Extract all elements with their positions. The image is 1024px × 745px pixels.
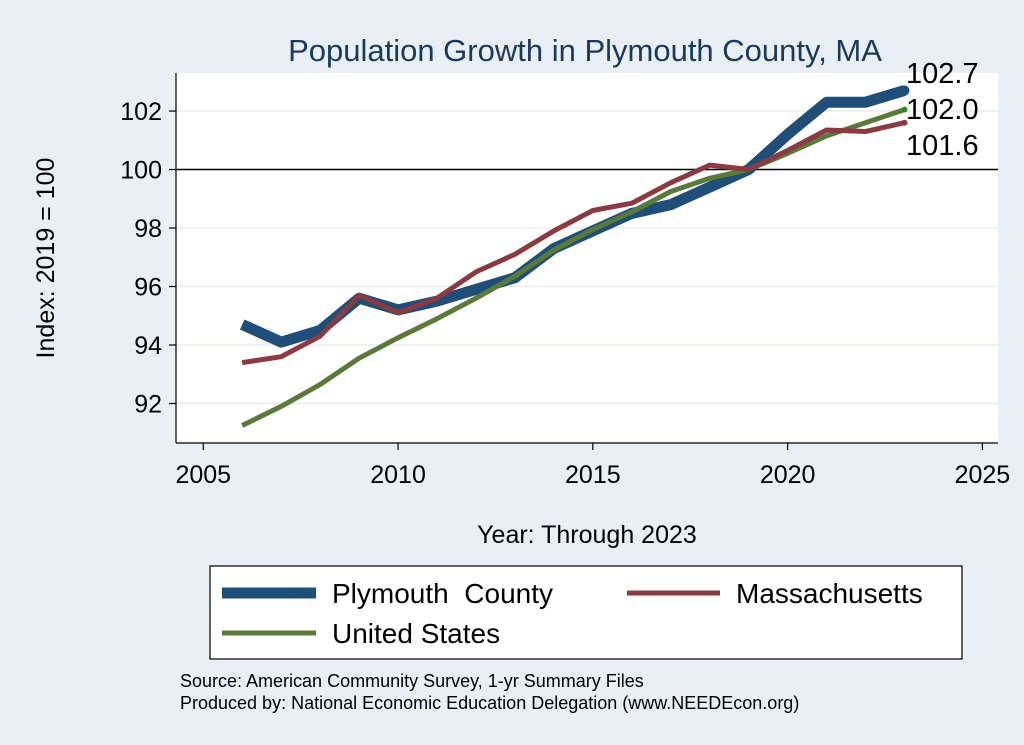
series-line-massachusetts — [241, 120, 906, 366]
legend-label-united-states: United States — [332, 618, 500, 649]
y-tick-label-96: 96 — [134, 274, 162, 302]
y-tick-label-92: 92 — [134, 391, 162, 419]
axis-ticks: 92 94 96 98 100 102 2005 2010 2015 2020 2025 — [120, 98, 1010, 489]
x-tick-label-2020: 2020 — [760, 461, 816, 489]
end-label-plymouth-county: 102.7 — [906, 58, 979, 90]
legend-box — [209, 565, 963, 660]
end-point-united-states — [901, 106, 908, 113]
end-point-plymouth-county — [899, 85, 910, 96]
series-lines — [239, 85, 910, 428]
end-label-united-states: 102.0 — [906, 94, 979, 126]
y-tick-label-102: 102 — [120, 98, 162, 126]
source-line: Source: American Community Survey, 1-yr … — [180, 671, 644, 691]
y-axis-title: Index: 2019 = 100 — [32, 158, 60, 359]
legend: Plymouth County Massachusetts United State… — [222, 578, 923, 649]
x-axis-title: Year: Through 2023 — [477, 521, 697, 549]
y-tick-label-94: 94 — [134, 332, 162, 360]
y-tick-label-100: 100 — [120, 157, 162, 185]
end-point-massachusetts — [901, 119, 908, 126]
x-tick-label-2010: 2010 — [370, 461, 426, 489]
y-tick-label-98: 98 — [134, 215, 162, 243]
produced-by-line: Produced by: National Economic Education… — [180, 693, 799, 713]
series-line-united-states — [241, 107, 906, 428]
x-tick-label-2025: 2025 — [955, 461, 1011, 489]
legend-label-massachusetts: Massachusetts — [736, 578, 923, 609]
end-labels: 102.7 101.6 102.0 — [906, 58, 979, 162]
chart-title: Population Growth in Plymouth County, MA — [288, 33, 882, 68]
legend-label-plymouth-county: Plymouth County — [332, 578, 553, 609]
end-label-massachusetts: 101.6 — [906, 130, 979, 162]
x-tick-label-2015: 2015 — [565, 461, 621, 489]
plot-area — [176, 73, 998, 443]
x-tick-label-2005: 2005 — [175, 461, 231, 489]
